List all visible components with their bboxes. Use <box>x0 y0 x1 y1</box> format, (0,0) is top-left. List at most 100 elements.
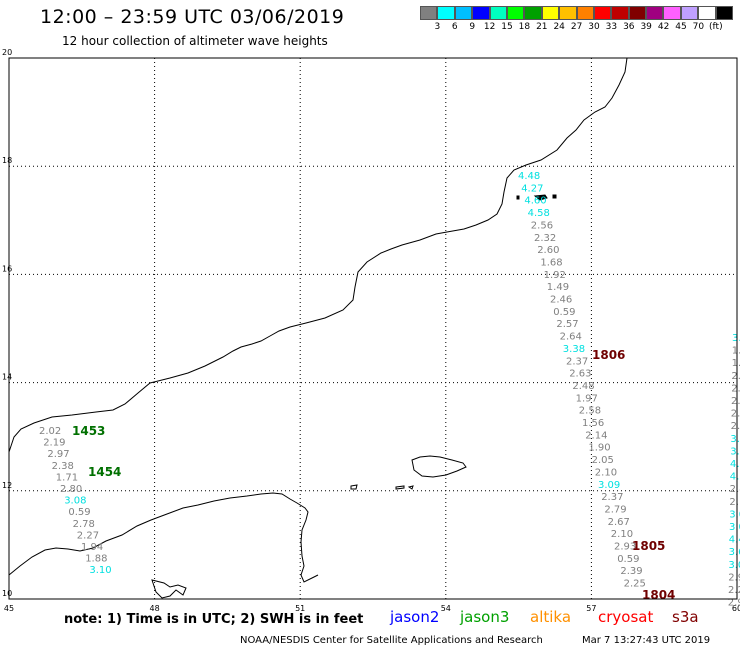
legend-label: 18 <box>518 22 531 32</box>
wave-height-label: 2.80 <box>60 484 82 495</box>
lon-tick-label: 60 <box>732 604 740 613</box>
footer-timestamp: Mar 7 13:27:43 UTC 2019 <box>582 635 711 646</box>
wave-height-label: 2. <box>731 409 740 420</box>
wave-height-label: 1.90 <box>588 443 610 454</box>
samha <box>407 485 414 490</box>
legend-label: 3 <box>434 22 441 32</box>
mission-jason3: jason3 <box>460 608 510 626</box>
lon-tick-label: 54 <box>441 604 451 613</box>
wave-height-label: 2.38 <box>52 461 74 472</box>
wave-height-label: 2.58 <box>579 406 601 417</box>
legend-swatch <box>593 6 612 20</box>
lon-tick-label: 48 <box>150 604 160 613</box>
wave-height-label: 3.10 <box>89 565 111 576</box>
wave-height-label: 2.46 <box>550 295 572 306</box>
wave-height-label: 2. <box>729 497 739 508</box>
legend-label: 30 <box>588 22 600 32</box>
legend-label: 6 <box>451 22 458 32</box>
legend-swatch <box>420 6 438 20</box>
wave-height-label: 2.37 <box>601 492 623 503</box>
legend-swatches <box>420 6 734 20</box>
map-frame <box>8 57 738 600</box>
wave-height-label: 1.94 <box>81 542 103 553</box>
wave-height-label: 2.90 <box>728 572 740 583</box>
legend-label: 39 <box>640 22 652 32</box>
legend-swatch <box>524 6 542 20</box>
mission-jason2: jason2 <box>390 608 440 626</box>
gulf-coast <box>151 579 187 599</box>
lat-tick-label: 18 <box>2 156 12 165</box>
legend-swatch <box>628 6 647 20</box>
wave-height-label: 1. <box>732 346 740 357</box>
axis-labels: 45 48 51 54 57 60 20 18 16 14 12 10 <box>2 48 740 613</box>
wave-height-label: 2.10 <box>595 467 617 478</box>
legend-swatch <box>680 6 699 20</box>
wave-height-label: 4.02 <box>730 472 740 483</box>
pass-time-label: 1804 <box>642 588 675 602</box>
legend-swatch <box>576 6 594 20</box>
mission-cryosat: cryosat <box>598 608 654 626</box>
wave-height-label: 2. <box>731 383 740 394</box>
legend-label: (ft) <box>709 22 723 32</box>
wave-height-label: 4.48 <box>729 535 740 546</box>
wave-height-label: 1.88 <box>85 554 107 565</box>
coastline <box>8 57 628 599</box>
wave-height-label: 4.60 <box>524 196 546 207</box>
legend-label: 33 <box>605 22 618 32</box>
legend-swatch <box>454 6 473 20</box>
wave-height-label: 2.10 <box>611 529 633 540</box>
wave-height-label: 3.09 <box>598 480 620 491</box>
wave-height-label: 2.57 <box>556 319 578 330</box>
wave-height-label: 3.09 <box>729 522 740 533</box>
wave-height-label: 1. <box>732 358 740 369</box>
legend-swatch <box>506 6 525 20</box>
wave-height-label: 2.63 <box>569 369 591 380</box>
wave-height-label: 0.59 <box>617 554 639 565</box>
color-legend: 3 6 9 12 15 18 21 24 27 30 33 36 39 42 45 70 (ft) <box>420 6 734 34</box>
coastal-islet-3 <box>552 194 557 199</box>
wave-height-label: 4.48 <box>518 171 540 182</box>
africa-coast <box>8 492 319 583</box>
map-grid <box>9 58 737 599</box>
wave-height-label: 2.79 <box>604 504 626 515</box>
lon-tick-label: 51 <box>295 604 305 613</box>
legend-label: 45 <box>675 22 687 32</box>
wave-height-label: 2.32 <box>534 233 556 244</box>
wave-height-label: 4.58 <box>528 208 550 219</box>
wave-height-label: 1.92 <box>544 270 566 281</box>
wave-height-label: 2.9 <box>731 421 740 432</box>
legend-swatch <box>437 6 455 20</box>
wave-height-label: 2.25 <box>728 585 740 596</box>
legend-label: 15 <box>501 22 513 32</box>
lat-tick-label: 14 <box>2 373 12 382</box>
wave-height-label: 4.02 <box>730 459 740 470</box>
wave-height-label: 2.19 <box>43 438 65 449</box>
legend-label: 21 <box>536 22 548 32</box>
coastal-islet-2 <box>516 195 520 200</box>
wave-height-label: 2.93 <box>614 542 636 553</box>
wave-height-label: 3.90 <box>730 446 740 457</box>
legend-swatch <box>611 6 629 20</box>
wave-height-label: 0.59 <box>553 307 575 318</box>
footer-note: note: 1) Time is in UTC; 2) SWH is in fe… <box>64 612 364 627</box>
wave-height-label: 1.56 <box>582 418 604 429</box>
legend-label: 12 <box>483 22 496 32</box>
socotra-island <box>411 455 467 478</box>
page-subtitle: 12 hour collection of altimeter wave hei… <box>62 34 328 48</box>
wave-height-label: 2.05 <box>592 455 614 466</box>
wave-height-label: 2.67 <box>608 517 630 528</box>
legend-swatch <box>559 6 577 20</box>
wave-height-label: 3.38 <box>730 434 740 445</box>
legend-swatch <box>663 6 681 20</box>
wave-height-label: 1.68 <box>540 257 562 268</box>
abd-al-kuri <box>395 485 405 490</box>
legend-label: 27 <box>570 22 583 32</box>
pass-time-label: 1805 <box>632 539 665 553</box>
wave-height-label: 2.02 <box>39 426 61 437</box>
wave-height-label: 2.82 <box>730 484 740 495</box>
wave-height-label: 2.37 <box>566 356 588 367</box>
lon-tick-label: 45 <box>4 604 14 613</box>
wave-height-label: 2.60 <box>537 245 559 256</box>
legend-labels: 3 6 9 12 15 18 21 24 27 30 33 36 39 42 45 70 (ft) <box>420 20 733 34</box>
